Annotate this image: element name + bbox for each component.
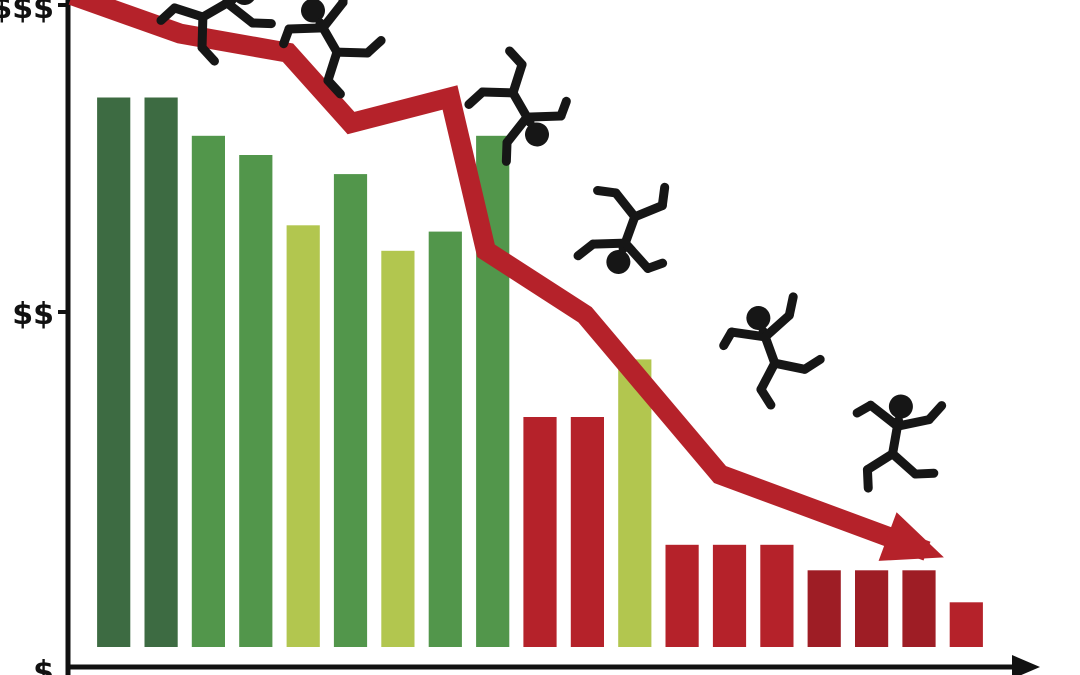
figure-limb (502, 112, 532, 148)
figure-limb (611, 188, 640, 222)
figure-limb (910, 468, 939, 479)
falling-figures (156, 0, 947, 493)
bar-13 (665, 544, 699, 647)
bar-18 (902, 570, 936, 647)
figure-limb (643, 258, 668, 273)
figure-limb (800, 354, 825, 374)
figure-limb (501, 138, 512, 166)
figure-limb (363, 36, 386, 58)
trend-arrow (68, 0, 944, 561)
figure-limb (719, 327, 737, 351)
bar-16 (807, 570, 841, 647)
y-tick-labels: $$$ $$ $ (0, 0, 54, 675)
bar-4 (239, 155, 273, 647)
figure-limb (197, 12, 208, 53)
figure-limb (508, 60, 527, 98)
figure-limb (248, 18, 276, 29)
figure-limb (170, 3, 208, 22)
figure-limb (279, 24, 294, 49)
falling-figure-6 (156, 0, 276, 66)
figure-head (606, 249, 631, 274)
bar-19 (949, 602, 983, 647)
falling-figure-1 (279, 0, 386, 99)
figure-limb (332, 47, 373, 58)
trend-arrow-line (68, 0, 931, 561)
falling-figure-5 (852, 394, 947, 493)
falling-figure-4 (719, 292, 825, 410)
bar-10 (523, 417, 557, 647)
x-axis-arrowhead (1012, 655, 1040, 675)
bar-12 (618, 359, 652, 647)
bar-2 (144, 97, 178, 647)
bar-group (97, 97, 983, 648)
falling-figure-3 (573, 182, 670, 274)
bar-14 (712, 544, 747, 647)
figure-limb (657, 182, 670, 211)
falling-figure-2 (464, 46, 571, 166)
bar-5 (286, 225, 320, 648)
bar-8 (428, 231, 462, 647)
figure-limb (760, 310, 794, 342)
figure-limb (464, 87, 487, 109)
figure-limb (588, 238, 630, 249)
figure-limb (338, 0, 349, 7)
figure-limb (852, 400, 876, 418)
figure-head (301, 0, 325, 23)
figure-limb (505, 46, 527, 70)
figure-limb (770, 358, 810, 374)
figure-limb (862, 465, 873, 493)
figure-limb (892, 415, 934, 431)
axes (58, 0, 1040, 675)
bar-7 (381, 250, 415, 648)
figure-limb (323, 47, 342, 85)
figure-limb (197, 43, 219, 66)
figure-limb (573, 239, 598, 261)
figure-limb (156, 3, 180, 25)
y-tick-label-high: $$$ (0, 0, 54, 26)
bar-11 (570, 417, 604, 647)
figure-limb (323, 75, 345, 99)
figure-limb (862, 449, 898, 475)
figure-limb (477, 87, 518, 98)
trend-arrow-head (878, 512, 944, 561)
bar-6 (333, 174, 368, 647)
figure-head (525, 122, 549, 147)
figure-head (888, 394, 913, 419)
bar-15 (760, 544, 794, 647)
figure-limb (866, 400, 902, 431)
figure-limb (888, 449, 920, 479)
figure-limb (630, 201, 667, 222)
figure-limb (284, 23, 328, 34)
figure-limb (620, 238, 653, 273)
figure-limb (727, 327, 770, 342)
y-tick-label-low: $ (33, 655, 54, 675)
bar-17 (855, 570, 889, 647)
figure-limb (318, 0, 348, 33)
figure-limb (756, 358, 780, 394)
figure-limb (556, 96, 571, 121)
y-tick-label-mid: $$ (12, 297, 54, 332)
figure-limb (593, 186, 621, 198)
bar-1 (97, 97, 131, 647)
figure-limb (756, 384, 776, 410)
figure-limb (522, 111, 566, 122)
figure-head (746, 306, 771, 331)
bar-3 (191, 135, 225, 648)
figure-limb (784, 292, 798, 320)
figure-limb (924, 401, 947, 425)
figure-limb (222, 0, 258, 28)
